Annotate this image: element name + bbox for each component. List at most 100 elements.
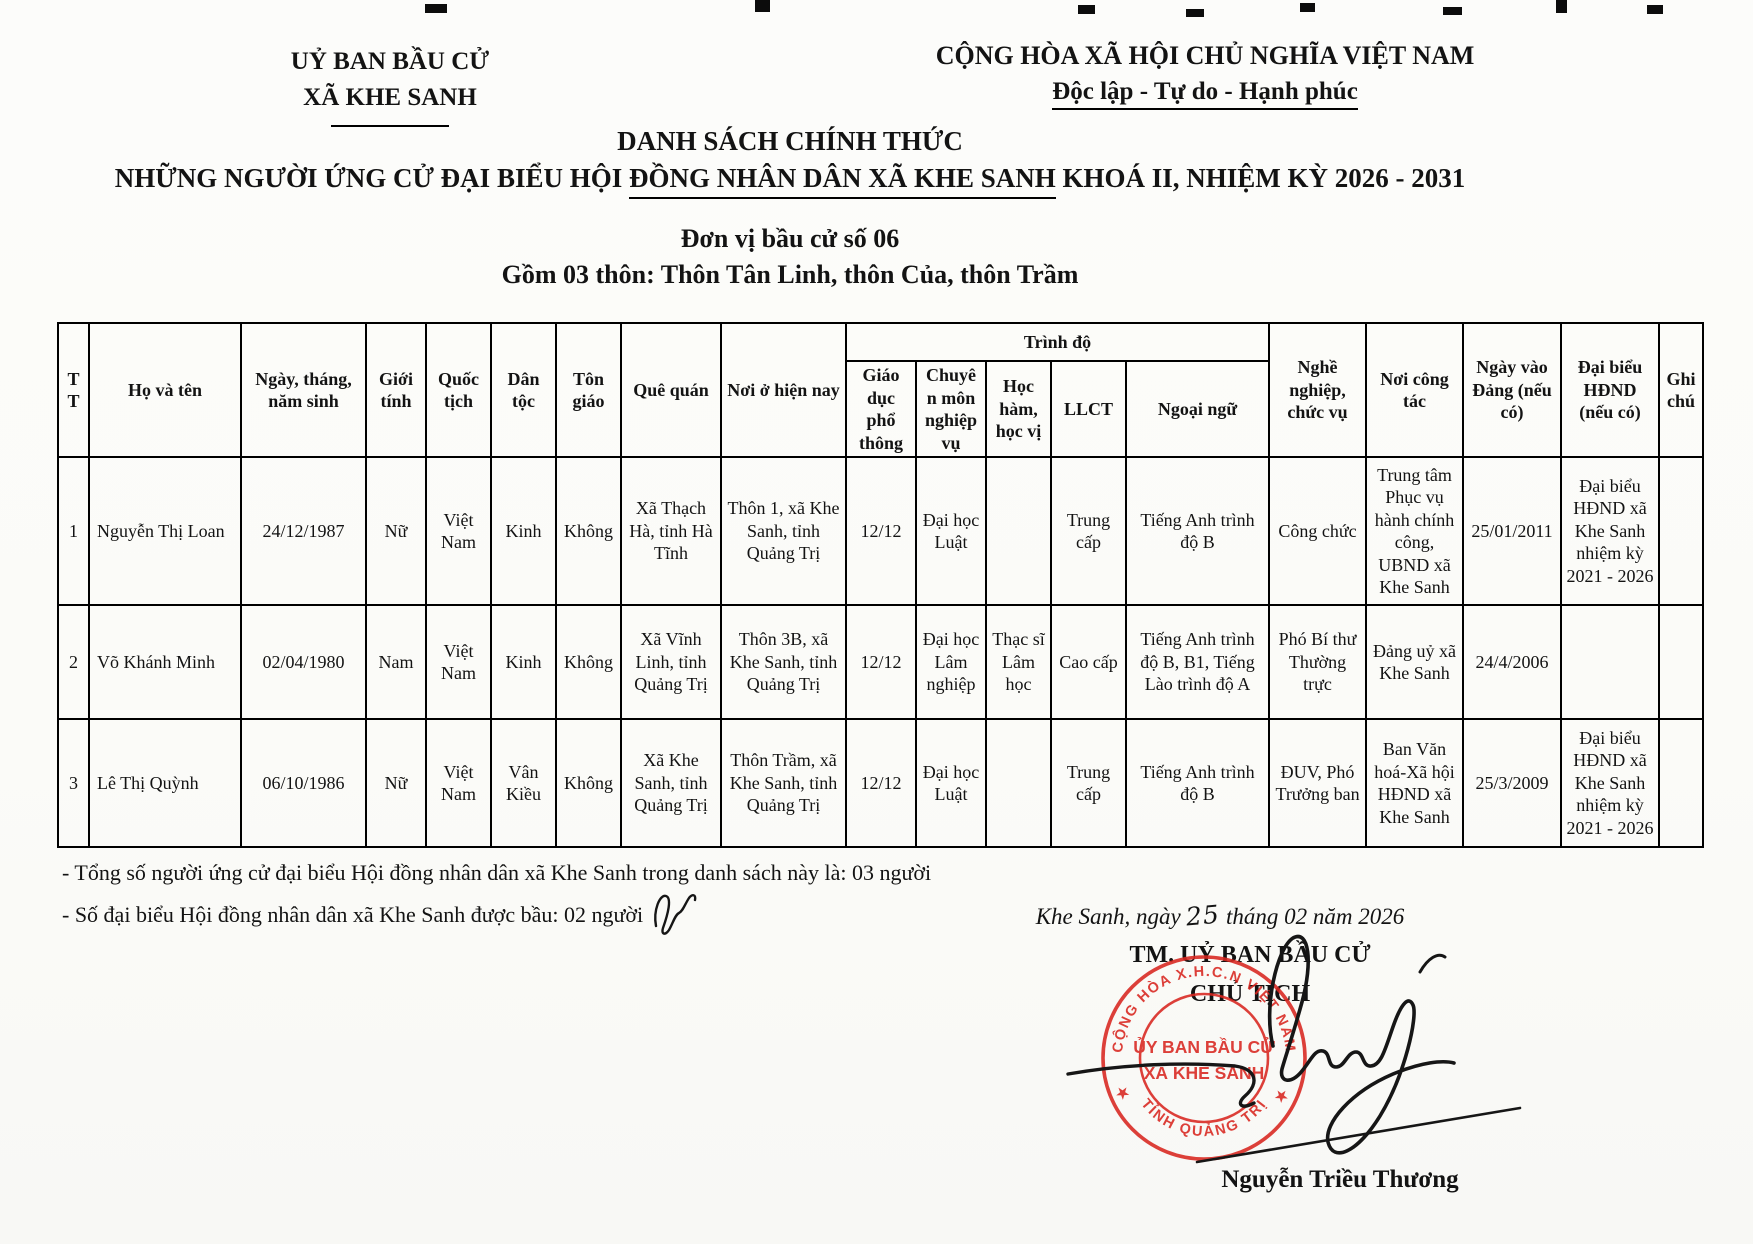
col-header-residence: Nơi ở hiện nay xyxy=(720,322,847,458)
col-header-nationality: Quốc tịch xyxy=(425,322,492,458)
table-cell: Trung cấp xyxy=(1050,456,1127,606)
scan-artifact xyxy=(755,0,770,12)
table-row: 3 Lê Thị Quỳnh 06/10/1986 Nữ Việt Nam Vân Kiề… xyxy=(57,718,1705,848)
table-header: TT Họ và tên Ngày, tháng, năm sinh Giới … xyxy=(57,322,1705,458)
table-cell: Thạc sĩ Lâm học xyxy=(985,604,1052,720)
table-cell: Tiếng Anh trình độ B xyxy=(1124,456,1271,606)
table-cell: Kinh xyxy=(490,456,557,606)
table-cell: Việt Nam xyxy=(425,604,492,720)
table-cell xyxy=(1658,718,1705,848)
col-header-ethnicity: Dân tộc xyxy=(490,322,557,458)
col-header-name: Họ và tên xyxy=(88,322,242,458)
table-cell: Công chức xyxy=(1268,456,1368,606)
table-cell: Không xyxy=(555,604,622,720)
document-subtitle: NHỮNG NGƯỜI ỨNG CỬ ĐẠI BIỂU HỘI ĐỒNG NHÂ… xyxy=(0,163,1580,199)
table-cell: Phó Bí thư Thường trực xyxy=(1268,604,1368,720)
election-unit-line: Đơn vị bầu cử số 06 xyxy=(680,224,900,253)
table-cell: Võ Khánh Minh xyxy=(88,604,242,720)
col-header-religion: Tôn giáo xyxy=(555,322,622,458)
table-cell: 12/12 xyxy=(845,718,917,848)
official-stamp: CỘNG HÒA X.H.C.N VIỆT NAM TỈNH QUẢNG TRỊ… xyxy=(1101,955,1307,1161)
table-row: 1 Nguyễn Thị Loan 24/12/1987 Nữ Việt Nam Kinh… xyxy=(57,456,1705,606)
table-cell: 2 xyxy=(57,604,90,720)
table-cell xyxy=(1658,456,1705,606)
table-cell xyxy=(985,718,1052,848)
scan-artifact xyxy=(425,4,447,13)
table-cell: Việt Nam xyxy=(425,456,492,606)
table-row: 2 Võ Khánh Minh 02/04/1980 Nam Việt Nam Kinh K… xyxy=(57,604,1705,720)
table-cell: Đảng uỷ xã Khe Sanh xyxy=(1365,604,1465,720)
table-cell: 12/12 xyxy=(845,456,917,606)
stamp-inner-line1: ỦY BAN BẦU CỬ xyxy=(1133,1036,1275,1057)
table-header-sub-row: Giáo dục phổ thông Chuyên môn nghiệp vụ … xyxy=(58,360,1703,458)
table-cell: Trung cấp xyxy=(1050,718,1127,848)
table-cell: Đại học Luật xyxy=(915,456,987,606)
table-header-group-row: TT Họ và tên Ngày, tháng, năm sinh Giới … xyxy=(57,322,1705,458)
table-cell: Kinh xyxy=(490,604,557,720)
col-header-dob: Ngày, tháng, năm sinh xyxy=(240,322,367,458)
table-cell: Tiếng Anh trình độ B xyxy=(1124,718,1271,848)
table-body: 1 Nguyễn Thị Loan 24/12/1987 Nữ Việt Nam Kinh… xyxy=(57,456,1705,848)
col-header-delegate: Đại biểu HĐND (nếu có) xyxy=(1560,322,1661,458)
table-cell: Không xyxy=(555,718,622,848)
col-header-party-date: Ngày vào Đảng (nếu có) xyxy=(1462,322,1563,458)
scan-artifact xyxy=(1647,5,1663,14)
issuing-authority-line2: XÃ KHE SANH xyxy=(303,84,477,112)
scan-artifact xyxy=(1186,9,1204,17)
table-cell: Đại học Lâm nghiệp xyxy=(915,604,987,720)
col-header-professional: Chuyên môn nghiệp vụ xyxy=(915,360,987,458)
motto-line: Độc lập - Tự do - Hạnh phúc xyxy=(860,74,1550,111)
scan-artifact xyxy=(1078,5,1095,14)
table-cell: 02/04/1980 xyxy=(240,604,367,720)
scan-artifact xyxy=(1300,3,1315,12)
subtitle-underlined-part: ĐỒNG NHÂN DÂN XÃ KHE SANH xyxy=(628,163,1056,199)
villages-line: Gồm 03 thôn: Thôn Tân Linh, thôn Của, th… xyxy=(501,260,1079,289)
table-cell: Nữ xyxy=(365,718,427,848)
table-cell: Xã Vĩnh Linh, tỉnh Quảng Trị xyxy=(620,604,722,720)
col-header-workplace: Nơi công tác xyxy=(1365,322,1465,458)
col-header-tt: TT xyxy=(57,322,90,458)
scan-artifact xyxy=(1443,7,1462,15)
table-cell: Vân Kiều xyxy=(490,718,557,848)
table-cell: Tiếng Anh trình độ B, B1, Tiếng Lào trìn… xyxy=(1124,604,1271,720)
table-cell xyxy=(985,456,1052,606)
table-cell: Cao cấp xyxy=(1050,604,1127,720)
table-cell: Việt Nam xyxy=(425,718,492,848)
table-cell: Thôn Trầm, xã Khe Sanh, tỉnh Quảng Trị xyxy=(720,718,847,848)
col-header-note: Ghi chú xyxy=(1658,322,1705,458)
col-header-education: Giáo dục phổ thông xyxy=(845,360,917,458)
republic-title: CỘNG HÒA XÃ HỘI CHỦ NGHĨA VIỆT NAM xyxy=(935,41,1475,70)
col-header-hometown: Quê quán xyxy=(620,322,722,458)
table-cell: 3 xyxy=(57,718,90,848)
elected-count-note: - Số đại biểu Hội đồng nhân dân xã Khe S… xyxy=(62,902,644,927)
table-cell: Thôn 1, xã Khe Sanh, tỉnh Quảng Trị xyxy=(720,456,847,606)
table-cell: 12/12 xyxy=(845,604,917,720)
table-cell xyxy=(1560,604,1661,720)
table-cell: 24/12/1987 xyxy=(240,456,367,606)
table-cell: Trung tâm Phục vụ hành chính công, UBND … xyxy=(1365,456,1465,606)
table-cell xyxy=(1658,604,1705,720)
issuing-authority-line1: UỶ BAN BẦU CỬ xyxy=(290,48,490,75)
table-cell: Đại biểu HĐND xã Khe Sanh nhiệm kỳ 2021 … xyxy=(1560,456,1661,606)
col-header-occupation: Nghề nghiệp, chức vụ xyxy=(1268,322,1368,458)
col-header-llct: LLCT xyxy=(1050,360,1127,458)
col-header-qualification-group: Trình độ xyxy=(844,322,1271,362)
col-header-gender: Giới tính xyxy=(365,322,427,458)
handwritten-signature xyxy=(1066,934,1522,1164)
table-cell: Đại học Luật xyxy=(915,718,987,848)
issuing-authority-block: UỶ BAN BẦU CỬ XÃ KHE SANH xyxy=(180,44,600,127)
table-cell: ĐUV, Phó Trưởng ban xyxy=(1268,718,1368,848)
table-cell: 1 xyxy=(57,456,90,606)
document-title: DANH SÁCH CHÍNH THỨC xyxy=(617,126,963,156)
table-cell: Nguyễn Thị Loan xyxy=(88,456,242,606)
table-cell: Nữ xyxy=(365,456,427,606)
total-candidates-note: - Tổng số người ứng cử đại biểu Hội đồng… xyxy=(62,860,932,885)
table-cell: 24/4/2006 xyxy=(1462,604,1563,720)
col-header-degree: Học hàm, học vị xyxy=(985,360,1052,458)
table-cell: Xã Khe Sanh, tỉnh Quảng Trị xyxy=(620,718,722,848)
table-cell: Ban Văn hoá-Xã hội HĐND xã Khe Sanh xyxy=(1365,718,1465,848)
table-cell: 25/01/2011 xyxy=(1462,456,1563,606)
table-cell: Đại biểu HĐND xã Khe Sanh nhiệm kỳ 2021 … xyxy=(1560,718,1661,848)
table-cell: Xã Thạch Hà, tỉnh Hà Tĩnh xyxy=(620,456,722,606)
